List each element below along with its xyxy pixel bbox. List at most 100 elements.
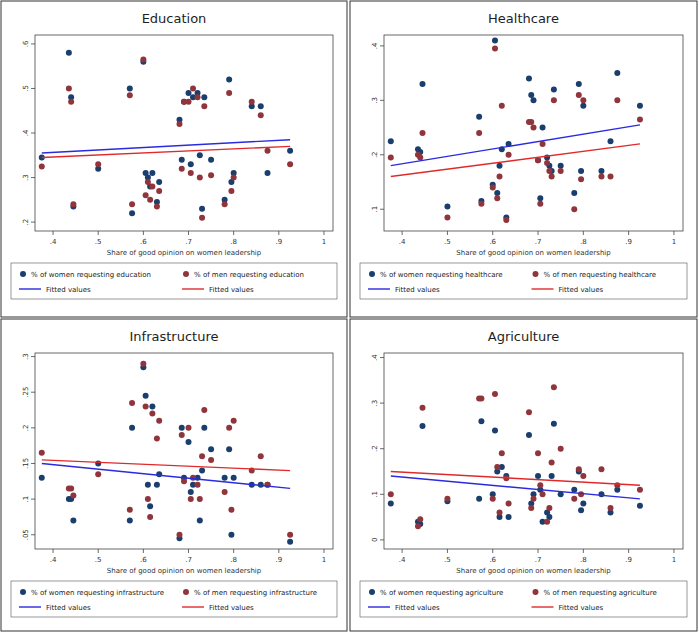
- scatter-point: [226, 90, 232, 96]
- x-tick-label: .9: [275, 238, 282, 246]
- scatter-point: [147, 514, 153, 520]
- y-tick-label: 0: [371, 538, 379, 542]
- scatter-point: [535, 450, 541, 456]
- legend-label: Fitted values: [559, 286, 604, 294]
- scatter-point: [637, 503, 643, 509]
- plot-frame: [35, 35, 333, 231]
- scatter-point: [576, 81, 582, 87]
- scatter-point: [95, 460, 101, 466]
- scatter-point: [499, 450, 505, 456]
- x-tick: [53, 231, 54, 235]
- scatter-point: [478, 396, 484, 402]
- x-tick-label: .5: [444, 556, 451, 564]
- scatter-point: [228, 188, 234, 194]
- x-tick: [402, 231, 403, 235]
- scatter-point: [388, 155, 394, 161]
- legend-swatch: [533, 589, 539, 595]
- scatter-point: [156, 188, 162, 194]
- scatter-point: [571, 190, 577, 196]
- panel: Infrastructure.05.1.15.2.25.3.4.5.6.7.8.…: [1, 319, 347, 631]
- scatter-point: [506, 514, 512, 520]
- scatter-point: [578, 168, 584, 174]
- y-tick: [31, 133, 35, 134]
- scatter-point: [287, 161, 293, 167]
- x-tick-label: 1: [322, 556, 326, 564]
- scatter-point: [265, 148, 271, 154]
- scatter-point: [95, 161, 101, 167]
- panel-border: [350, 1, 697, 317]
- scatter-point: [558, 163, 564, 169]
- scatter-point: [598, 466, 604, 472]
- scatter-point: [476, 130, 482, 136]
- y-tick: [380, 494, 384, 495]
- legend-box: [11, 581, 337, 617]
- scatter-point: [147, 503, 153, 509]
- chart-title: Infrastructure: [130, 329, 219, 344]
- y-tick: [380, 209, 384, 210]
- scatter-point: [492, 427, 498, 433]
- x-tick: [628, 549, 629, 553]
- scatter-point: [388, 491, 394, 497]
- scatter-point: [176, 532, 182, 538]
- y-tick-label: .2: [371, 445, 379, 452]
- scatter-point: [576, 466, 582, 472]
- scatter-point: [637, 103, 643, 109]
- chart-figure: Education.2.3.4.5.6.4.5.6.7.8.91Share of…: [0, 0, 699, 632]
- scatter-point: [490, 184, 496, 190]
- scatter-point: [249, 99, 255, 105]
- x-tick-label: .5: [95, 556, 102, 564]
- scatter-point: [535, 473, 541, 479]
- scatter-point: [129, 210, 135, 216]
- background: [0, 0, 699, 632]
- scatter-point: [420, 130, 426, 136]
- scatter-point: [549, 174, 555, 180]
- scatter-point: [154, 482, 160, 488]
- y-tick-label: .1: [371, 206, 379, 213]
- scatter-point: [231, 175, 237, 181]
- scatter-point: [420, 81, 426, 87]
- scatter-point: [226, 425, 232, 431]
- y-tick-label: .25: [22, 387, 30, 398]
- y-tick: [31, 427, 35, 428]
- scatter-point: [444, 496, 450, 502]
- fitted-line: [391, 144, 640, 177]
- scatter-point: [197, 517, 203, 523]
- y-tick-label: .05: [22, 529, 30, 540]
- x-axis-label: Share of good opinion on women leadershi…: [107, 567, 262, 575]
- scatter-point: [197, 496, 203, 502]
- scatter-point: [258, 103, 264, 109]
- scatter-point: [544, 519, 550, 525]
- scatter-point: [140, 57, 146, 63]
- x-tick: [233, 549, 234, 553]
- scatter-point: [420, 423, 426, 429]
- scatter-point: [188, 161, 194, 167]
- fitted-line: [42, 463, 290, 488]
- legend-swatch: [533, 271, 539, 277]
- scatter-point: [571, 206, 577, 212]
- scatter-point: [580, 97, 586, 103]
- scatter-point: [614, 70, 620, 76]
- y-tick: [31, 222, 35, 223]
- scatter-point: [420, 405, 426, 411]
- scatter-point: [186, 90, 192, 96]
- scatter-point: [537, 201, 543, 207]
- y-tick: [31, 43, 35, 44]
- scatter-point: [503, 217, 509, 223]
- x-tick: [673, 231, 674, 235]
- scatter-point: [637, 116, 643, 122]
- scatter-point: [287, 539, 293, 545]
- legend-swatch: [369, 589, 375, 595]
- y-tick: [31, 534, 35, 535]
- chart-title: Education: [142, 11, 207, 26]
- x-tick: [492, 231, 493, 235]
- legend-swatch: [369, 271, 375, 277]
- legend-label: Fitted values: [46, 286, 91, 294]
- x-tick: [278, 231, 279, 235]
- scatter-point: [143, 403, 149, 409]
- scatter-point: [201, 94, 207, 100]
- scatter-point: [549, 473, 555, 479]
- scatter-point: [208, 457, 214, 463]
- x-tick: [188, 549, 189, 553]
- plot-frame: [35, 353, 333, 549]
- x-tick: [143, 549, 144, 553]
